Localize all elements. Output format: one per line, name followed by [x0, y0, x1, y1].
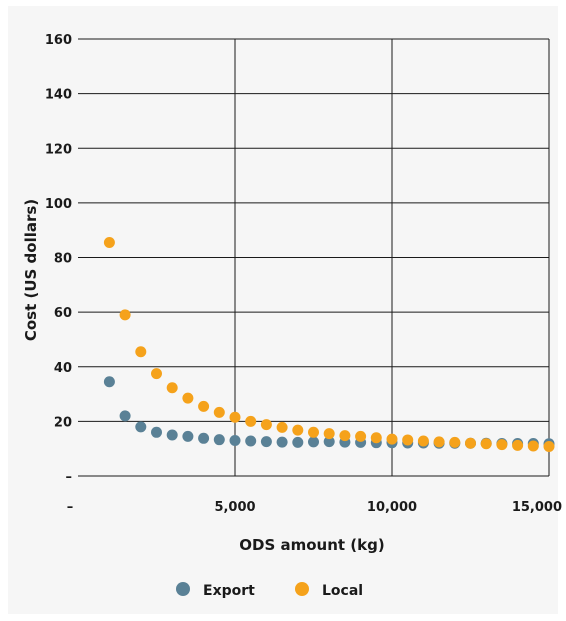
point-local	[370, 432, 382, 444]
y-axis-title: Cost (US dollars)	[22, 199, 40, 341]
legend-label-export: Export	[203, 583, 255, 599]
y-tick-label: 120	[45, 142, 72, 157]
y-tick-label: 80	[54, 252, 72, 267]
point-local	[355, 430, 367, 442]
point-export	[151, 426, 162, 438]
point-local	[103, 236, 115, 248]
point-local	[527, 440, 539, 452]
y-tick-label: 20	[54, 415, 72, 430]
point-local	[292, 424, 304, 436]
legend-marker-export	[176, 582, 190, 596]
x-tick-labels: – 5,000 10,000 15,000	[67, 500, 562, 515]
point-export	[292, 436, 304, 448]
point-local	[213, 406, 225, 418]
legend: Export Local	[176, 582, 363, 599]
point-export	[308, 436, 319, 448]
point-local	[496, 439, 508, 451]
point-local	[245, 415, 257, 427]
point-local	[433, 436, 445, 448]
point-local	[512, 439, 524, 451]
point-local	[135, 346, 147, 358]
chart-panel	[8, 6, 558, 614]
point-export	[166, 429, 178, 441]
point-local	[198, 400, 210, 412]
y-tick-label: 40	[54, 361, 72, 376]
point-local	[308, 426, 319, 438]
point-local	[480, 438, 492, 450]
point-local	[229, 411, 241, 423]
point-export	[245, 435, 257, 447]
point-export	[276, 436, 288, 448]
point-local	[151, 368, 162, 380]
x-tick-label: 5,000	[214, 500, 255, 515]
y-tick-label: 60	[54, 306, 72, 321]
x-tick-label: 15,000	[512, 500, 562, 515]
point-local	[323, 428, 335, 440]
x-tick-label: –	[67, 500, 74, 515]
point-local	[166, 382, 178, 394]
point-export	[229, 434, 241, 446]
point-local	[276, 421, 288, 433]
y-tick-label: 140	[45, 88, 72, 103]
x-tick-label: 10,000	[367, 500, 417, 515]
point-export	[260, 436, 272, 448]
point-export	[135, 421, 147, 433]
legend-label-local: Local	[322, 583, 363, 599]
point-export	[103, 376, 115, 388]
x-axis-title: ODS amount (kg)	[239, 536, 384, 554]
point-local	[182, 392, 194, 404]
point-local	[465, 437, 476, 449]
point-local	[402, 434, 414, 446]
y-tick-labels: – 20 40 60 80 100 120 140 160	[45, 33, 72, 485]
point-local	[417, 435, 429, 447]
legend-marker-local	[295, 582, 309, 596]
data-points	[103, 236, 555, 453]
point-export	[213, 434, 225, 446]
point-export	[198, 432, 210, 444]
point-export	[323, 436, 335, 448]
y-tick-label: 160	[45, 33, 72, 48]
grid	[78, 38, 550, 477]
point-local	[449, 436, 461, 448]
point-local	[339, 430, 351, 442]
point-local	[386, 433, 398, 445]
point-export	[182, 430, 194, 442]
point-local	[119, 309, 131, 321]
point-local	[543, 441, 555, 453]
y-tick-label: 100	[45, 197, 72, 212]
point-export	[119, 410, 131, 422]
point-local	[260, 419, 272, 431]
y-tick-label: –	[66, 470, 73, 485]
